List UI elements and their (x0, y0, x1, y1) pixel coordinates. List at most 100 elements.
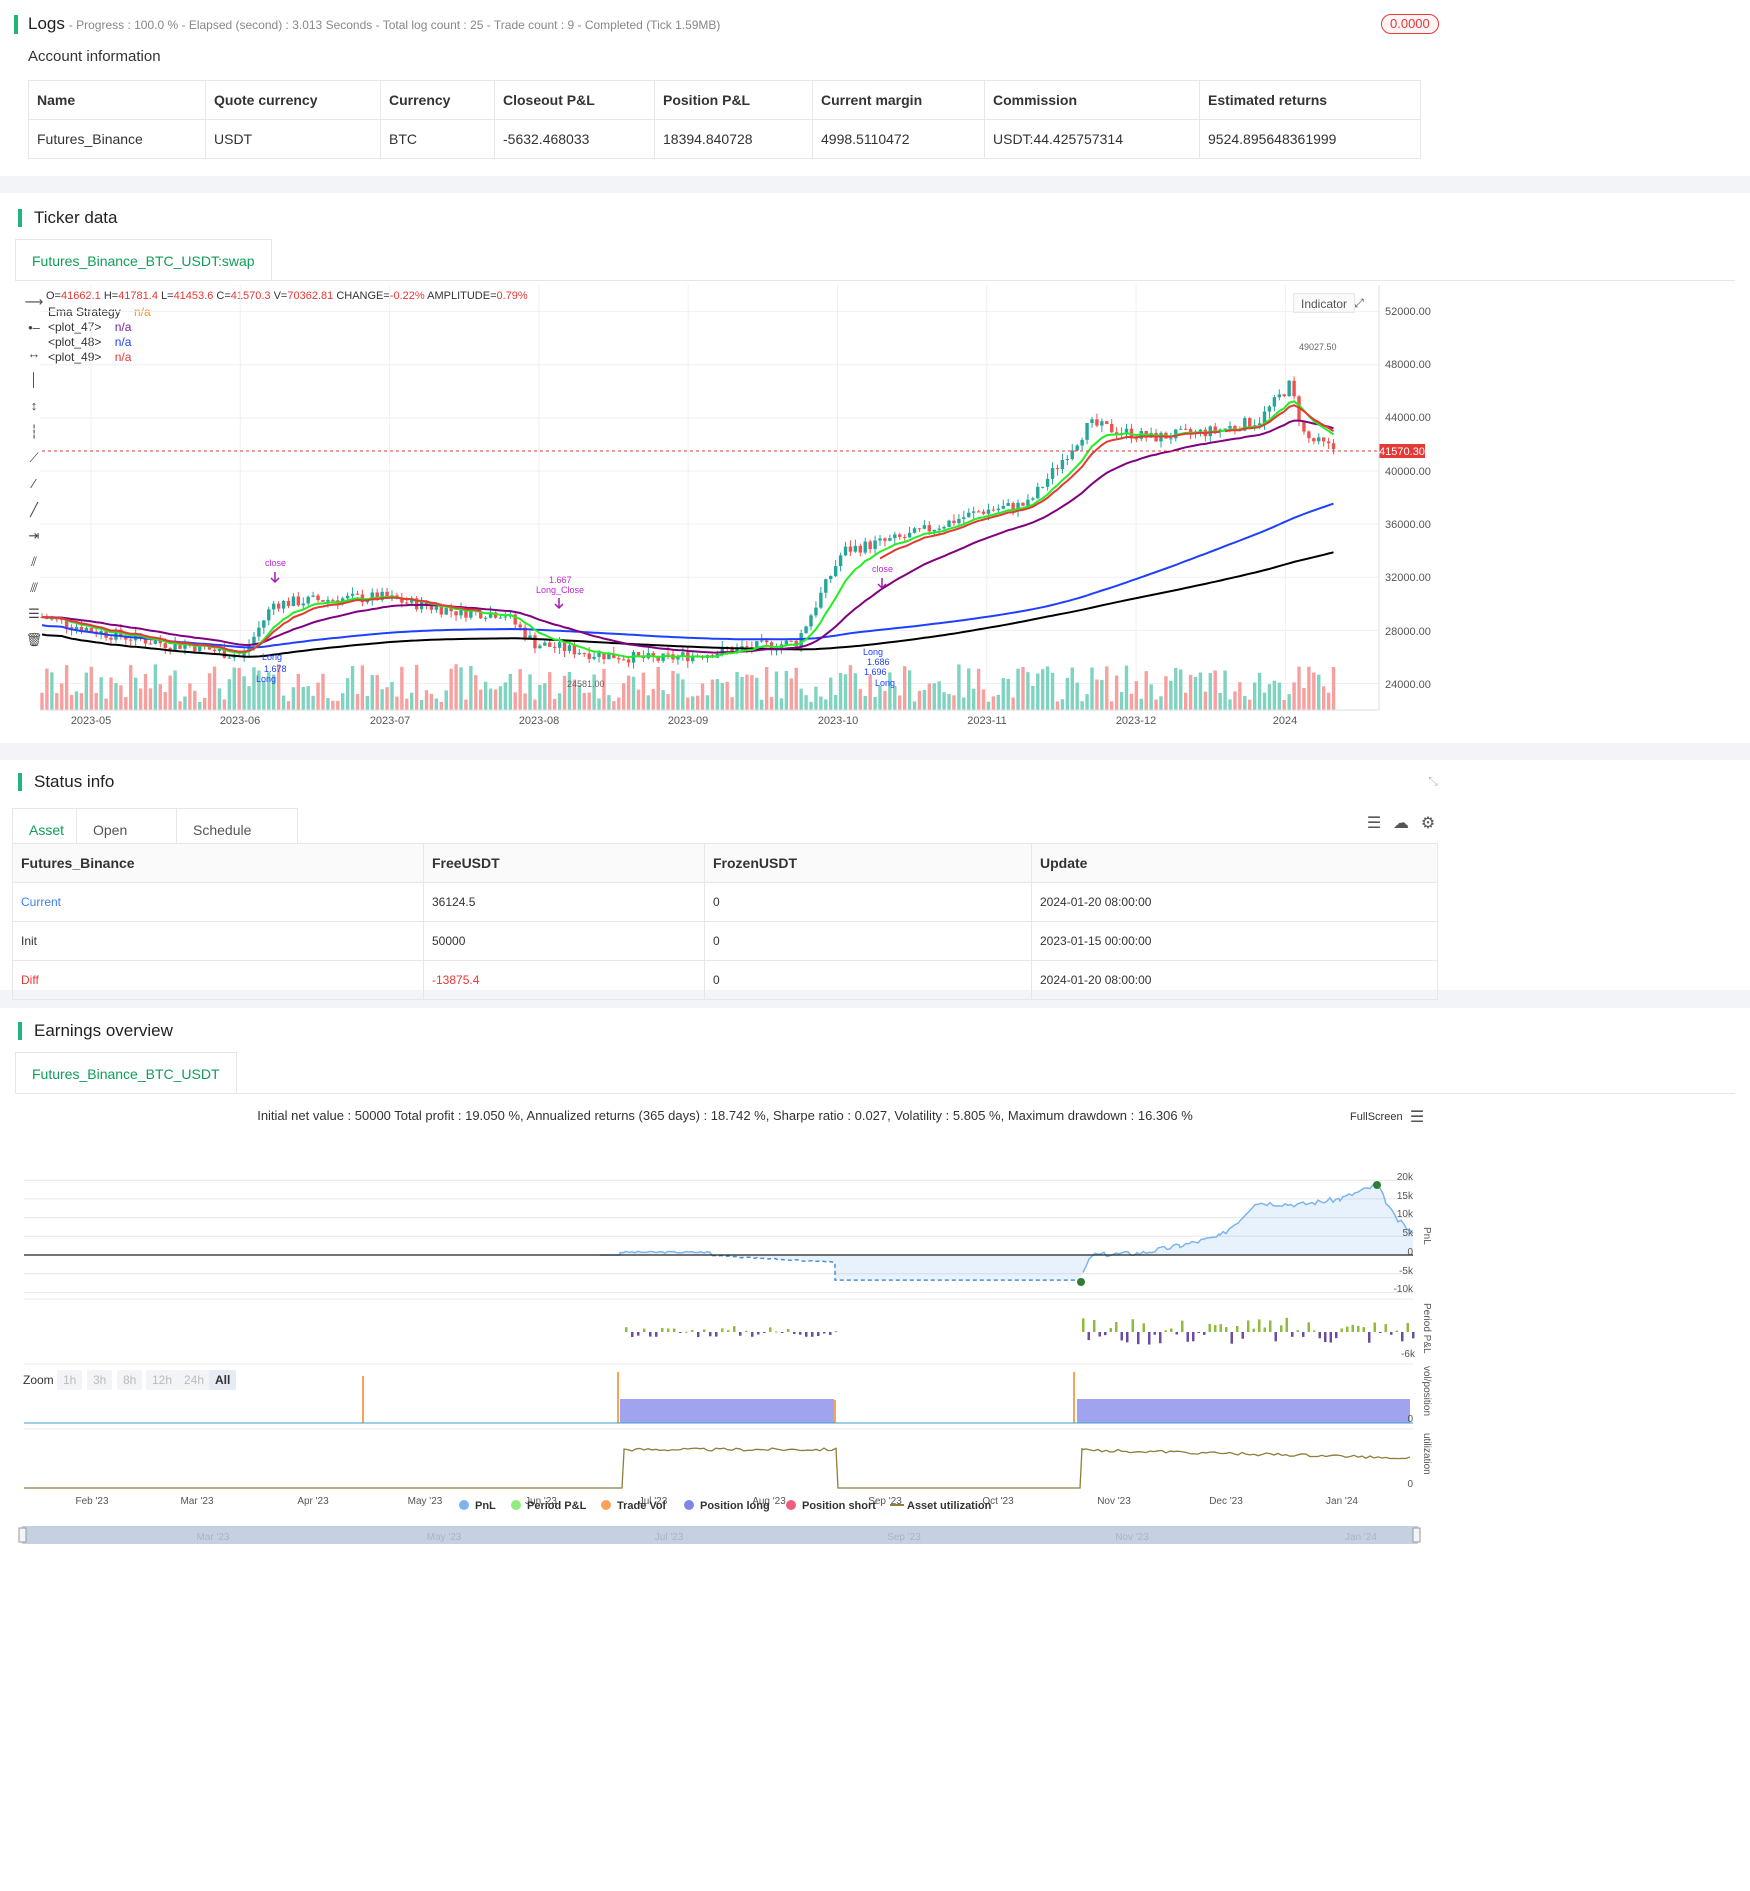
account-cell: USDT:44.425757314 (984, 119, 1200, 159)
candle-body (207, 646, 212, 650)
period-pnl-bar (667, 1328, 670, 1332)
candle-body (469, 610, 473, 618)
cloud-download-icon[interactable]: ☁ (1393, 815, 1409, 832)
zoom-1h-button[interactable]: 1h (57, 1370, 83, 1390)
asset-update: 2024-01-20 08:00:00 (1031, 960, 1438, 1000)
legend-item-position-long[interactable]: Position long (684, 1500, 770, 1512)
candle-body (267, 609, 271, 621)
volume-bar (1119, 692, 1124, 710)
candle-body (804, 626, 808, 634)
annotation: Long_Close (536, 585, 584, 595)
candle-body (311, 595, 315, 597)
menu-icon[interactable]: ☰ (1409, 1109, 1425, 1126)
period-pnl-bar (1324, 1332, 1327, 1343)
legend-row-plot49: <plot_49> n/a (48, 350, 131, 364)
volume-bar (543, 683, 547, 710)
zoom-all-button[interactable]: All (209, 1370, 237, 1390)
menu-icon[interactable]: ☰ (1366, 815, 1382, 832)
fullscreen-button[interactable]: FullScreen (1350, 1111, 1403, 1123)
volume-bar (523, 693, 527, 710)
vertical-line-tool-icon[interactable]: │ (29, 372, 39, 387)
y-tick: 32000.00 (1385, 572, 1431, 584)
navigator-handle-left[interactable] (18, 1527, 27, 1543)
candle-body (439, 606, 443, 615)
ticker-tab[interactable]: Futures_Binance_BTC_USDT:swap (15, 239, 272, 281)
candle-body (1105, 421, 1109, 424)
parallel-channel-tool-icon[interactable]: ⫽ (31, 554, 37, 569)
asset-frozen: 0 (704, 882, 1032, 922)
status-panel: Status info ⤡ Asset Open orders Schedule… (0, 760, 1750, 1000)
zoom-8h-button[interactable]: 8h (117, 1370, 143, 1390)
account-header-cell: Commission (984, 80, 1200, 120)
legend-item-trade-vol[interactable]: Trade Vol (601, 1500, 666, 1512)
legend-item-period-pnl[interactable]: Period P&L (511, 1500, 587, 1512)
pnl-area (600, 1184, 1413, 1281)
expand-icon[interactable]: ⤢ (1354, 296, 1364, 310)
horizontal-line-tool-icon[interactable]: ⟶ (24, 294, 44, 309)
vertical-segment-tool-icon[interactable]: ┆ (30, 424, 38, 439)
account-header-cell: Position P&L (654, 80, 813, 120)
volume-bar (1006, 678, 1010, 710)
volume-bar (1331, 667, 1336, 710)
vertical-ray-tool-icon[interactable]: ↕ (30, 398, 38, 413)
collapse-icon[interactable]: ⤡ (1428, 774, 1438, 788)
gear-icon[interactable]: ⚙ (1420, 815, 1436, 832)
period-pnl-bar (829, 1332, 832, 1335)
volume-bar (138, 688, 143, 710)
volume-bar (740, 676, 744, 710)
legend-item-asset-utilization[interactable]: Asset utilization (890, 1500, 992, 1512)
vol-axis-label: vol/position (1421, 1366, 1432, 1416)
asset-row-label[interactable]: Current (12, 882, 424, 922)
navigator-tick: Mar '23 (196, 1532, 229, 1543)
ray-line-tool-icon[interactable]: ∕ (32, 476, 36, 491)
segment-tool-icon[interactable]: ╱ (30, 502, 38, 517)
volume-bar (508, 673, 513, 710)
candle-body (1036, 486, 1040, 499)
navigator-track[interactable] (22, 1526, 1418, 1544)
x-axis-labels: 2023-05 2023-06 2023-07 2023-08 2023-09 … (71, 715, 1297, 727)
indicator-button[interactable]: Indicator (1293, 293, 1356, 313)
volume-bar (1110, 701, 1114, 710)
ohlc-h-value: 41781.4 (118, 290, 158, 302)
volume-bar (217, 688, 222, 710)
asset-free: 36124.5 (423, 882, 705, 922)
status-title: Status info (18, 773, 114, 791)
trend-line-tool-icon[interactable]: ⟋ (29, 450, 39, 465)
period-pnl-bar (1115, 1321, 1118, 1332)
candle-body (666, 653, 670, 655)
fib-levels-tool-icon[interactable]: ☰ (28, 606, 40, 621)
trash-icon[interactable]: 🗑 (25, 632, 43, 647)
volume-bar (267, 672, 271, 710)
volume-bar (1065, 677, 1070, 710)
period-pnl-bar (703, 1329, 706, 1332)
legend-item-pnl[interactable]: PnL (459, 1500, 496, 1512)
period-pnl-bar (1225, 1327, 1228, 1332)
navigator-handle-right[interactable] (1412, 1527, 1421, 1543)
volume-bar (1174, 667, 1178, 710)
horizontal-segment-tool-icon[interactable]: ↔ (27, 346, 41, 361)
period-pnl-bar (817, 1332, 820, 1337)
zoom-24h-button[interactable]: 24h (178, 1370, 211, 1390)
candle-body (557, 642, 562, 648)
candle-body (257, 627, 261, 637)
horizontal-ray-tool-icon[interactable]: •– (28, 320, 40, 335)
fib-tool-icon[interactable]: ⫻ (30, 580, 38, 595)
candle-body (1040, 486, 1045, 488)
zoom-3h-button[interactable]: 3h (87, 1370, 113, 1390)
period-pnl-bar (811, 1332, 814, 1337)
zoom-12h-button[interactable]: 12h (146, 1370, 179, 1390)
earnings-tab[interactable]: Futures_Binance_BTC_USDT (15, 1052, 237, 1094)
legend-item-position-short[interactable]: Position short (786, 1500, 876, 1512)
candle-body (597, 652, 601, 657)
logs-title: Logs (28, 14, 65, 33)
volume-bar (60, 683, 64, 710)
volume-bar (1257, 672, 1262, 710)
candle-body (902, 536, 907, 538)
price-label-tool-icon[interactable]: ⇥ (28, 528, 40, 543)
volume-bar (981, 689, 986, 710)
period-pnl-bar (715, 1332, 718, 1337)
volume-bar (1031, 685, 1035, 710)
period-pnl-bar (1263, 1327, 1266, 1332)
period-pnl-bar (793, 1332, 796, 1334)
candle-body (50, 618, 54, 620)
